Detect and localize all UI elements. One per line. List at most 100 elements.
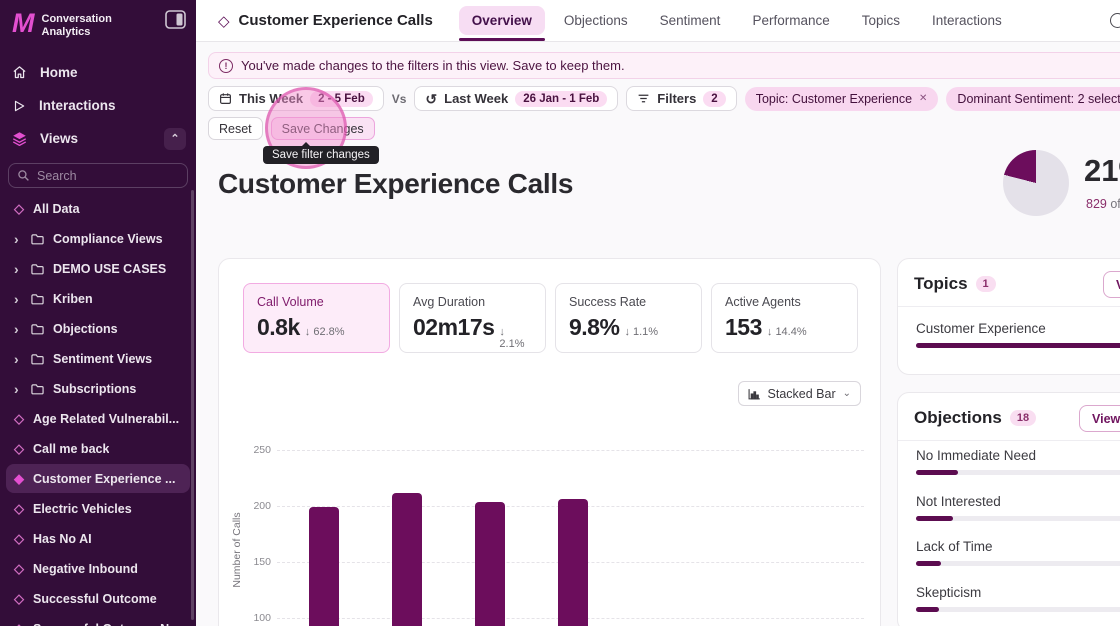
chart-bar[interactable] <box>475 501 505 626</box>
filter-chips: Topic: Customer Experience ✕ Dominant Sent… <box>744 86 1120 111</box>
date-range-button[interactable]: This Week 2 - 5 Feb <box>208 86 384 111</box>
sidebar-scrollbar[interactable] <box>191 190 194 620</box>
summary-detail-value: 829 <box>1086 197 1107 211</box>
sidebar-view-item[interactable]: ◇ Electric Vehicles <box>6 494 190 523</box>
history-icon: ↺ <box>425 90 438 107</box>
sidebar-view-item[interactable]: ◇ Negative Inbound <box>6 554 190 583</box>
list-item-label[interactable]: Lack of Time <box>916 539 993 554</box>
chevron-right-icon[interactable]: › <box>14 230 19 247</box>
close-icon[interactable]: ✕ <box>919 93 928 104</box>
date-range-badge: 2 - 5 Feb <box>310 90 373 107</box>
sidebar-view-item[interactable]: ◇ Successful Outcome <box>6 584 190 613</box>
kpi-card-call-volume[interactable]: Call Volume 0.8k ↓ 62.8% <box>243 283 390 353</box>
search-input[interactable] <box>37 168 167 183</box>
filter-chip[interactable]: Dominant Sentiment: 2 selected✕ <box>946 86 1120 111</box>
list-item-label[interactable]: No Immediate Need <box>916 448 1037 463</box>
y-axis-tick: 250 <box>253 444 271 456</box>
sidebar-nav: Home Interactions Views ⌃ <box>0 56 196 155</box>
sidebar-item-views[interactable]: Views ⌃ <box>0 122 196 155</box>
sidebar-item-interactions[interactable]: Interactions <box>0 89 196 122</box>
tab-objections[interactable]: Objections <box>563 13 628 28</box>
folder-icon <box>31 263 44 275</box>
sidebar-item-label: Kriben <box>53 291 93 306</box>
sidebar-search[interactable] <box>8 163 188 188</box>
y-axis-tick: 150 <box>253 556 271 568</box>
filters-count-badge: 2 <box>703 90 726 107</box>
sidebar-item-label: Views <box>40 131 79 146</box>
sidebar-folder-item[interactable]: › Objections <box>6 314 190 343</box>
sidebar-folder-item[interactable]: › Sentiment Views <box>6 344 190 373</box>
view-topics-button[interactable]: View <box>1103 271 1120 298</box>
kpi-card-avg-duration[interactable]: Avg Duration 02m17s ↓ 2.1% <box>399 283 546 353</box>
filters-button[interactable]: Filters 2 <box>626 86 737 111</box>
sidebar-folder-item[interactable]: › Subscriptions <box>6 374 190 403</box>
sidebar-folder-item[interactable]: › DEMO USE CASES <box>6 254 190 283</box>
progress-fill <box>916 470 958 475</box>
sidebar-view-item[interactable]: ◇ Age Related Vulnerabil... <box>6 404 190 433</box>
filter-chip[interactable]: Topic: Customer Experience ✕ <box>744 86 939 111</box>
kpi-card-success-rate[interactable]: Success Rate 9.8% ↓ 1.1% <box>555 283 702 353</box>
chip-label: Topic: Customer Experience <box>755 91 913 106</box>
calendar-icon <box>219 92 232 105</box>
diamond-icon: ◇ <box>14 501 24 516</box>
save-changes-button[interactable]: Save Changes <box>270 117 375 140</box>
sidebar-item-label: Has No AI <box>33 531 92 546</box>
kpi-value: 0.8k <box>257 314 300 340</box>
list-item-label[interactable]: Customer Experience <box>916 321 1046 336</box>
sidebar-collapse-icon[interactable] <box>165 10 186 29</box>
sidebar-item-home[interactable]: Home <box>0 56 196 89</box>
sidebar-view-item[interactable]: ◇ All Data <box>6 194 190 223</box>
chevron-right-icon[interactable]: › <box>14 350 19 367</box>
overview-chart-card: Call Volume 0.8k ↓ 62.8% Avg Duration 02m17s… <box>218 258 881 626</box>
tab-interactions[interactable]: Interactions <box>932 13 1002 28</box>
chart-bar[interactable] <box>392 492 422 626</box>
sidebar-folder-item[interactable]: › Kriben <box>6 284 190 313</box>
chart-type-label: Stacked Bar <box>767 386 836 401</box>
sidebar-view-item[interactable]: ◇ Call me back <box>6 434 190 463</box>
sidebar-item-label: Electric Vehicles <box>33 501 132 516</box>
kpi-value: 153 <box>725 314 762 340</box>
sidebar-view-item[interactable]: ◇ Successful Outcome N... <box>6 614 190 626</box>
sidebar-item-label: DEMO USE CASES <box>53 261 167 276</box>
summary-detail: 829 of <box>1086 197 1120 211</box>
arrow-down-icon: ↓ <box>766 326 773 338</box>
chevron-up-icon[interactable]: ⌃ <box>164 127 186 150</box>
chart-type-dropdown[interactable]: Stacked Bar ⌄ <box>737 381 861 406</box>
kpi-delta: ↓ 62.8% <box>304 326 345 338</box>
main-area: ◇ Customer Experience Calls Overview Obje… <box>196 0 1120 626</box>
sidebar-item-label: Age Related Vulnerabil... <box>33 411 180 426</box>
y-axis-tick: 200 <box>253 500 271 512</box>
folder-icon <box>31 293 44 305</box>
diamond-icon: ◆ <box>14 471 24 486</box>
sidebar-item-label: All Data <box>33 201 80 216</box>
chevron-right-icon[interactable]: › <box>14 260 19 277</box>
chevron-right-icon[interactable]: › <box>14 320 19 337</box>
list-item-label[interactable]: Skepticism <box>916 584 982 600</box>
reset-button[interactable]: Reset <box>208 117 263 140</box>
kpi-value: 02m17s <box>413 314 495 340</box>
sidebar-view-item[interactable]: ◆ Customer Experience ... <box>6 464 190 493</box>
diamond-icon: ◇ <box>14 561 24 576</box>
chart-bar[interactable] <box>309 507 339 626</box>
chevron-right-icon[interactable]: › <box>14 290 19 307</box>
topbar-partial-icon[interactable] <box>1110 13 1120 28</box>
tab-topics[interactable]: Topics <box>861 13 900 28</box>
view-objections-button[interactable]: View O <box>1079 405 1120 432</box>
compare-range-button[interactable]: ↺ Last Week 26 Jan - 1 Feb <box>414 86 619 111</box>
sidebar-folder-item[interactable]: › Compliance Views <box>6 224 190 253</box>
diamond-icon: ◇ <box>14 441 24 456</box>
sidebar-item-label: Successful Outcome N... <box>33 622 180 626</box>
sidebar-item-label: Call me back <box>33 441 110 456</box>
kpi-card-active-agents[interactable]: Active Agents 153 ↓ 14.4% <box>711 283 858 353</box>
topbar-title: Customer Experience Calls <box>238 12 433 29</box>
tab-overview[interactable]: Overview <box>458 6 545 41</box>
list-item-label[interactable]: Not Interested <box>916 493 1001 509</box>
summary-detail-suffix: of <box>1110 197 1120 211</box>
chart-bar[interactable] <box>558 499 588 626</box>
tab-performance[interactable]: Performance <box>752 13 830 28</box>
compare-range-badge: 26 Jan - 1 Feb <box>515 90 608 107</box>
tab-sentiment[interactable]: Sentiment <box>659 13 721 28</box>
progress-track <box>916 606 1120 612</box>
chevron-right-icon[interactable]: › <box>14 380 19 397</box>
sidebar-view-item[interactable]: ◇ Has No AI <box>6 524 190 553</box>
